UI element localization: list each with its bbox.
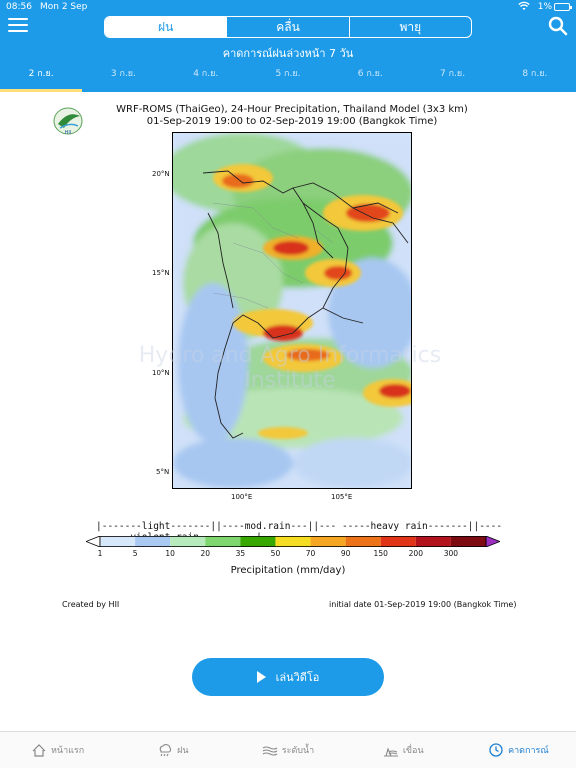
map-watermark: Hydro and Agro Informatics Institute xyxy=(138,343,442,393)
colorbar-tick: 150 xyxy=(373,549,388,558)
water-level-icon xyxy=(262,746,278,756)
top-bar: 08:56 Mon 2 Sep 1% ฝน คลื่น พายุ คาดการณ์ฝ… xyxy=(0,0,576,92)
colorbar-tick: 5 xyxy=(132,549,138,558)
bottom-tab-bar: หน้าแรก ฝน ระดับน้ำ เขื่อน คาดการณ์ xyxy=(0,731,576,768)
precipitation-map xyxy=(172,132,412,489)
colorbar-segment xyxy=(415,536,451,547)
colorbar-label: Precipitation (mm/day) xyxy=(230,565,346,576)
tab-water-level[interactable]: ระดับน้ำ xyxy=(230,732,345,768)
lat-label: 15°N xyxy=(152,269,170,277)
day-tab[interactable]: 7 ก.ย. xyxy=(440,69,466,79)
search-icon xyxy=(548,16,568,36)
menu-button[interactable] xyxy=(8,18,28,34)
day-tab[interactable]: 5 ก.ย. xyxy=(275,69,301,79)
forecast-type-segment: ฝน คลื่น พายุ xyxy=(104,16,472,38)
colorbar-segment xyxy=(240,536,276,547)
day-tab[interactable]: 6 ก.ย. xyxy=(357,69,383,79)
colorbar-tick: 300 xyxy=(443,549,459,558)
play-video-button[interactable]: เล่นวิดีโอ xyxy=(192,658,384,696)
play-icon xyxy=(256,671,266,683)
lon-label: 105°E xyxy=(331,493,353,501)
tab-label: หน้าแรก xyxy=(50,746,85,756)
day-tab[interactable]: 2 ก.ย. xyxy=(0,66,83,92)
colorbar-segment xyxy=(100,536,136,547)
rain-cloud-icon xyxy=(159,744,172,757)
day-tabs: 2 ก.ย. 3 ก.ย. 4 ก.ย. 5 ก.ย. 6 ก.ย. 7 ก.ย. 8 ก.… xyxy=(0,66,576,92)
chart-title-line2: 01-Sep-2019 19:00 to 02-Sep-2019 19:00 (… xyxy=(146,116,438,127)
battery-icon xyxy=(554,3,572,11)
play-video-label: เล่นวิดีโอ xyxy=(275,671,320,684)
forecast-subtitle: คาดการณ์ฝนล่วงหน้า 7 วัน xyxy=(222,47,354,60)
day-tab[interactable]: 8 ก.ย. xyxy=(522,69,548,79)
initial-date: initial date 01-Sep-2019 19:00 (Bangkok … xyxy=(329,600,517,609)
tab-label: ระดับน้ำ xyxy=(281,746,315,756)
hii-logo: HII xyxy=(50,106,86,136)
segment-2[interactable]: พายุ xyxy=(348,17,471,37)
colorbar-ticks: 1 5 10 20 35 50 70 90 150 200 300 xyxy=(86,549,500,561)
day-tab[interactable]: 3 ก.ย. xyxy=(110,69,136,79)
tab-label: ฝน xyxy=(177,746,189,756)
colorbar-tick: 20 xyxy=(200,549,211,558)
svg-text:HII: HII xyxy=(65,130,72,136)
colorbar-tick: 90 xyxy=(340,549,351,558)
chart-title-line1: WRF-ROMS (ThaiGeo), 24-Hour Precipitatio… xyxy=(116,104,468,115)
colorbar-segment xyxy=(205,536,241,547)
tab-clock[interactable]: คาดการณ์ xyxy=(461,732,576,768)
colorbar-segment xyxy=(135,536,171,547)
home-icon xyxy=(32,744,46,757)
colorbar-segment xyxy=(170,536,206,547)
colorbar-segment xyxy=(380,536,416,547)
lon-label: 100°E xyxy=(231,493,253,501)
segment-0[interactable]: ฝน xyxy=(105,17,227,37)
tab-home[interactable]: หน้าแรก xyxy=(0,732,115,768)
battery-percent: 1% xyxy=(537,2,552,12)
created-by: Created by HII xyxy=(62,600,120,609)
colorbar-tick: 70 xyxy=(305,549,316,558)
colorbar-tick: 200 xyxy=(408,549,423,558)
colorbar-tick: 1 xyxy=(97,549,103,558)
colorbar-tick: 50 xyxy=(270,549,281,558)
colorbar-max-extend xyxy=(485,536,500,547)
tab-label: เขื่อน xyxy=(402,746,424,756)
colorbar-segment xyxy=(345,536,381,547)
segment-1[interactable]: คลื่น xyxy=(226,17,348,37)
colorbar-min-extend xyxy=(86,536,101,547)
tab-dam[interactable]: เขื่อน xyxy=(346,732,461,768)
day-tab[interactable]: 4 ก.ย. xyxy=(193,69,219,79)
colorbar-segment xyxy=(450,536,486,547)
colorbar-segment xyxy=(275,536,311,547)
dam-icon xyxy=(383,747,398,757)
lat-label: 10°N xyxy=(152,369,170,377)
status-time: 08:56 xyxy=(6,2,32,12)
chart-title: WRF-ROMS (ThaiGeo), 24-Hour Precipitatio… xyxy=(96,104,488,128)
status-bar: 08:56 Mon 2 Sep 1% xyxy=(0,0,576,16)
colorbar-segment xyxy=(310,536,346,547)
colorbar-tick: 35 xyxy=(235,549,246,558)
lat-label: 5°N xyxy=(156,468,170,476)
search-button[interactable] xyxy=(548,16,568,36)
status-date: Mon 2 Sep xyxy=(40,2,88,12)
tab-rain-cloud[interactable]: ฝน xyxy=(115,732,230,768)
colorbar-tick: 10 xyxy=(165,549,175,558)
colorbar-outline xyxy=(99,536,487,547)
tab-label: คาดการณ์ xyxy=(508,746,549,756)
colorbar xyxy=(86,536,500,547)
wifi-icon xyxy=(518,1,530,14)
lat-label: 20°N xyxy=(152,170,170,178)
clock-icon xyxy=(489,743,503,757)
